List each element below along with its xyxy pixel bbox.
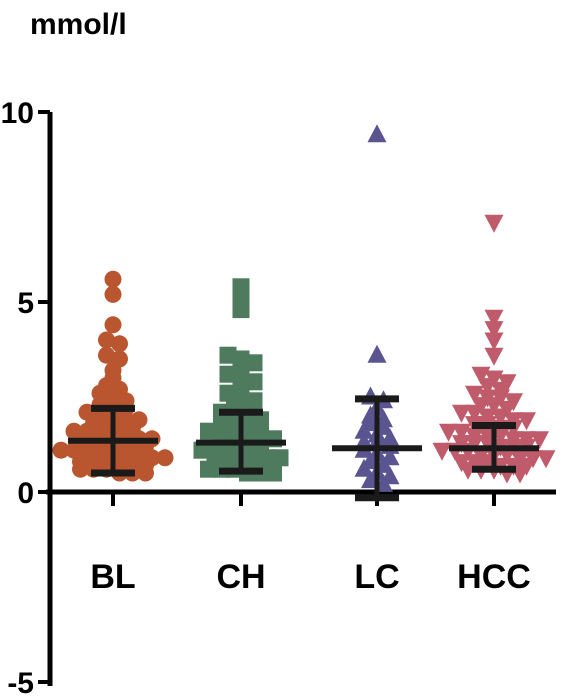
data-point — [504, 412, 523, 431]
data-point — [98, 331, 115, 349]
data-point — [452, 435, 471, 454]
x-category-label: LC — [354, 558, 399, 596]
data-point — [523, 450, 543, 469]
data-point — [380, 447, 400, 466]
data-point — [65, 422, 83, 440]
data-point — [497, 374, 517, 393]
y-tick-label: -5 — [7, 667, 34, 700]
y-axis-unit-label: mmol/l — [30, 8, 127, 41]
data-point — [478, 408, 497, 427]
data-point — [104, 285, 122, 303]
x-category-label: HCC — [457, 558, 531, 596]
data-point — [219, 365, 237, 383]
data-point — [380, 428, 400, 447]
data-point — [439, 423, 458, 442]
y-tick-label: 5 — [17, 287, 34, 320]
data-point — [478, 389, 497, 408]
y-tick-label: 10 — [1, 97, 34, 130]
data-point — [536, 450, 556, 469]
data-point — [517, 431, 536, 450]
data-point — [504, 431, 523, 450]
data-point — [232, 293, 250, 311]
data-point — [530, 431, 549, 450]
data-point — [111, 350, 128, 368]
data-point — [517, 412, 536, 431]
y-tick-label: 0 — [17, 477, 34, 510]
data-point — [484, 321, 504, 340]
data-point — [504, 393, 523, 412]
data-point — [193, 441, 211, 459]
data-point — [452, 454, 471, 473]
data-point — [245, 354, 263, 372]
data-point — [52, 441, 70, 459]
data-point — [452, 404, 471, 423]
data-point — [130, 411, 148, 429]
data-point — [484, 309, 504, 328]
data-point — [156, 449, 174, 467]
data-point — [104, 316, 122, 334]
data-point — [484, 214, 504, 233]
data-point — [484, 347, 504, 366]
data-point — [484, 332, 504, 351]
data-point — [271, 449, 289, 467]
data-point — [380, 466, 400, 485]
data-point — [232, 278, 250, 296]
data-point — [219, 384, 237, 402]
data-point — [367, 124, 387, 143]
data-point — [510, 450, 530, 469]
data-point — [232, 350, 250, 368]
data-point — [111, 335, 128, 353]
x-category-label: BL — [90, 558, 135, 596]
x-category-label: CH — [216, 558, 265, 596]
data-point — [200, 422, 217, 440]
data-point — [219, 346, 237, 364]
data-point — [104, 270, 122, 288]
data-point — [432, 442, 452, 461]
data-point — [245, 373, 263, 391]
data-point — [98, 346, 115, 364]
data-point — [465, 427, 484, 446]
data-point — [367, 344, 387, 363]
data-point — [245, 392, 263, 410]
